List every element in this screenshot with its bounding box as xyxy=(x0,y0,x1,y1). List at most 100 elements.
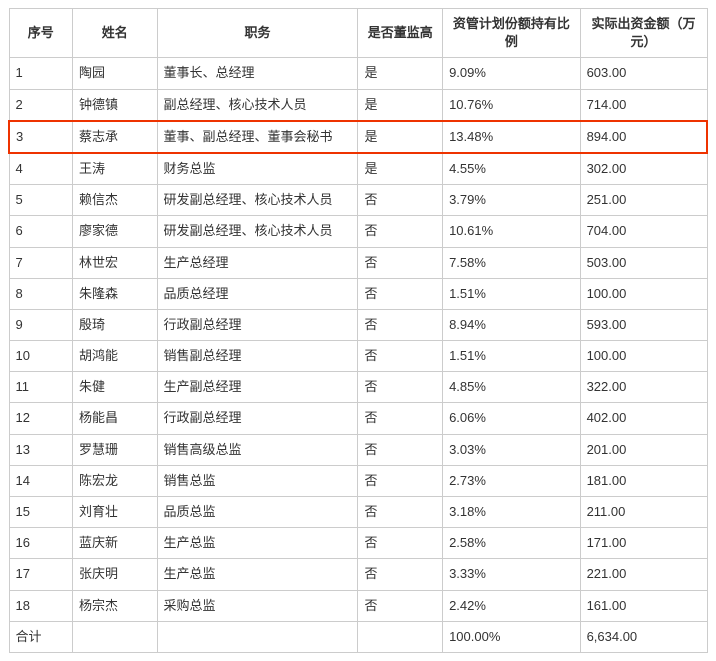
table-cell: 11 xyxy=(9,372,72,403)
table-cell: 100.00 xyxy=(580,278,707,309)
table-cell: 9.09% xyxy=(443,58,580,89)
table-cell: 是 xyxy=(358,153,443,185)
table-cell: 否 xyxy=(358,403,443,434)
table-row: 13罗慧珊销售高级总监否3.03%201.00 xyxy=(9,434,707,465)
table-cell: 13 xyxy=(9,434,72,465)
table-cell: 胡鸿能 xyxy=(72,341,157,372)
table-cell: 18 xyxy=(9,590,72,621)
table-cell: 16 xyxy=(9,528,72,559)
table-cell: 陶园 xyxy=(72,58,157,89)
col-position: 职务 xyxy=(157,9,358,58)
table-cell: 杨能昌 xyxy=(72,403,157,434)
table-cell: 王涛 xyxy=(72,153,157,185)
table-row: 8朱隆森品质总经理否1.51%100.00 xyxy=(9,278,707,309)
table-row: 7林世宏生产总经理否7.58%503.00 xyxy=(9,247,707,278)
table-cell: 董事、副总经理、董事会秘书 xyxy=(157,121,358,153)
table-row: 3蔡志承董事、副总经理、董事会秘书是13.48%894.00 xyxy=(9,121,707,153)
table-cell: 销售副总经理 xyxy=(157,341,358,372)
table-row: 11朱健生产副总经理否4.85%322.00 xyxy=(9,372,707,403)
table-cell: 林世宏 xyxy=(72,247,157,278)
table-cell: 201.00 xyxy=(580,434,707,465)
col-amount: 实际出资金额（万元） xyxy=(580,9,707,58)
table-cell: 17 xyxy=(9,559,72,590)
header-row: 序号 姓名 职务 是否董监高 资管计划份额持有比例 实际出资金额（万元） xyxy=(9,9,707,58)
table-cell: 否 xyxy=(358,278,443,309)
table-cell: 否 xyxy=(358,247,443,278)
table-cell: 161.00 xyxy=(580,590,707,621)
table-cell: 6 xyxy=(9,216,72,247)
table-cell: 704.00 xyxy=(580,216,707,247)
table-row: 1陶园董事长、总经理是9.09%603.00 xyxy=(9,58,707,89)
table-cell: 行政副总经理 xyxy=(157,403,358,434)
table-cell: 杨宗杰 xyxy=(72,590,157,621)
table-cell: 否 xyxy=(358,309,443,340)
table-cell: 593.00 xyxy=(580,309,707,340)
col-seq: 序号 xyxy=(9,9,72,58)
table-row: 14陈宏龙销售总监否2.73%181.00 xyxy=(9,465,707,496)
table-row: 6廖家德研发副总经理、核心技术人员否10.61%704.00 xyxy=(9,216,707,247)
table-cell: 否 xyxy=(358,559,443,590)
table-cell: 采购总监 xyxy=(157,590,358,621)
table-cell: 8.94% xyxy=(443,309,580,340)
table-cell: 12 xyxy=(9,403,72,434)
table-cell: 否 xyxy=(358,465,443,496)
table-cell: 销售总监 xyxy=(157,465,358,496)
table-cell: 是 xyxy=(358,58,443,89)
table-cell: 3.18% xyxy=(443,497,580,528)
total-cell: 合计 xyxy=(9,621,72,652)
table-cell: 603.00 xyxy=(580,58,707,89)
table-cell: 2.58% xyxy=(443,528,580,559)
table-cell: 894.00 xyxy=(580,121,707,153)
table-cell: 否 xyxy=(358,372,443,403)
table-cell: 8 xyxy=(9,278,72,309)
table-row: 4王涛财务总监是4.55%302.00 xyxy=(9,153,707,185)
table-cell: 副总经理、核心技术人员 xyxy=(157,89,358,121)
table-cell: 销售高级总监 xyxy=(157,434,358,465)
table-row: 17张庆明生产总监否3.33%221.00 xyxy=(9,559,707,590)
table-cell: 714.00 xyxy=(580,89,707,121)
table-cell: 211.00 xyxy=(580,497,707,528)
table-cell: 张庆明 xyxy=(72,559,157,590)
shareholding-table: 序号 姓名 职务 是否董监高 资管计划份额持有比例 实际出资金额（万元） 1陶园… xyxy=(8,8,708,653)
table-row: 9殷琦行政副总经理否8.94%593.00 xyxy=(9,309,707,340)
table-cell: 1.51% xyxy=(443,278,580,309)
table-cell: 1 xyxy=(9,58,72,89)
table-cell: 10.76% xyxy=(443,89,580,121)
table-cell: 1.51% xyxy=(443,341,580,372)
table-cell: 是 xyxy=(358,121,443,153)
table-cell: 13.48% xyxy=(443,121,580,153)
table-cell: 6.06% xyxy=(443,403,580,434)
table-cell: 2.73% xyxy=(443,465,580,496)
table-cell: 财务总监 xyxy=(157,153,358,185)
table-cell: 4.55% xyxy=(443,153,580,185)
table-cell: 赖信杰 xyxy=(72,185,157,216)
table-cell: 否 xyxy=(358,341,443,372)
table-cell: 罗慧珊 xyxy=(72,434,157,465)
table-cell: 否 xyxy=(358,185,443,216)
total-cell: 100.00% xyxy=(443,621,580,652)
table-cell: 陈宏龙 xyxy=(72,465,157,496)
table-cell: 322.00 xyxy=(580,372,707,403)
table-row: 18杨宗杰采购总监否2.42%161.00 xyxy=(9,590,707,621)
table-cell: 2.42% xyxy=(443,590,580,621)
table-cell: 3.03% xyxy=(443,434,580,465)
table-cell: 14 xyxy=(9,465,72,496)
table-cell: 2 xyxy=(9,89,72,121)
col-pct: 资管计划份额持有比例 xyxy=(443,9,580,58)
table-cell: 4.85% xyxy=(443,372,580,403)
table-row: 12杨能昌行政副总经理否6.06%402.00 xyxy=(9,403,707,434)
table-cell: 生产副总经理 xyxy=(157,372,358,403)
table-cell: 品质总经理 xyxy=(157,278,358,309)
table-cell: 董事长、总经理 xyxy=(157,58,358,89)
col-name: 姓名 xyxy=(72,9,157,58)
table-cell: 是 xyxy=(358,89,443,121)
table-cell: 生产总监 xyxy=(157,528,358,559)
total-cell xyxy=(157,621,358,652)
table-cell: 402.00 xyxy=(580,403,707,434)
table-cell: 5 xyxy=(9,185,72,216)
table-cell: 171.00 xyxy=(580,528,707,559)
table-cell: 生产总经理 xyxy=(157,247,358,278)
table-cell: 朱健 xyxy=(72,372,157,403)
table-cell: 廖家德 xyxy=(72,216,157,247)
table-cell: 181.00 xyxy=(580,465,707,496)
